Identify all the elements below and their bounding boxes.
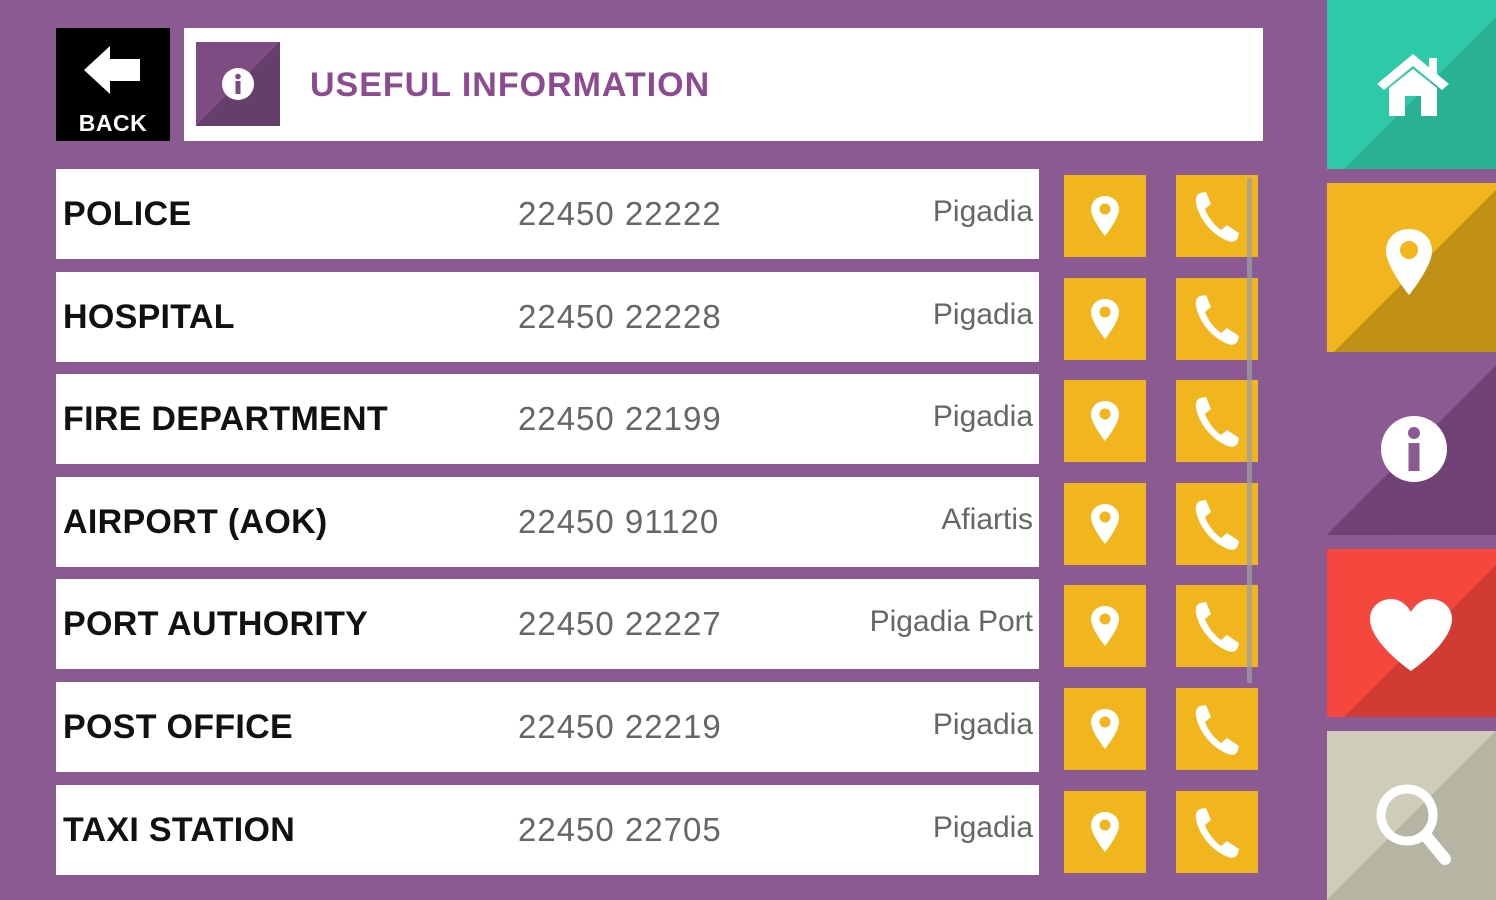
map-pin-icon [1091, 401, 1119, 442]
nav-info-button[interactable] [1327, 366, 1496, 535]
contact-location: Pigadia [932, 400, 1033, 434]
contact-name: HOSPITAL [63, 297, 235, 336]
contact-name: POLICE [63, 195, 192, 233]
phone-icon [1195, 499, 1239, 550]
phone-icon [1195, 807, 1239, 858]
contact-location: Pigadia [932, 810, 1033, 844]
back-label: BACK [78, 110, 148, 136]
show-on-map-button[interactable] [1064, 380, 1146, 463]
phone-icon [1195, 705, 1239, 755]
phone-icon [1195, 294, 1239, 345]
map-pin-icon [1091, 196, 1119, 236]
phone-icon [1195, 602, 1239, 653]
call-button[interactable] [1176, 175, 1258, 257]
contact-phone: 22450 22222 [518, 195, 722, 232]
contact-phone: 22450 22199 [518, 400, 722, 438]
home-icon [1377, 54, 1449, 116]
table-row[interactable]: POST OFFICE 22450 22219 Pigadia [56, 682, 1039, 772]
contact-phone: 22450 22219 [518, 708, 722, 745]
nav-map-button[interactable] [1327, 183, 1496, 352]
map-pin-icon [1091, 298, 1119, 339]
show-on-map-button[interactable] [1064, 585, 1146, 668]
arrow-left-icon [84, 46, 140, 94]
contact-name: TAXI STATION [63, 810, 296, 849]
search-icon [1376, 784, 1451, 865]
contact-location: Pigadia [932, 195, 1033, 228]
page-header: USEFUL INFORMATION [184, 28, 1263, 141]
back-button[interactable]: BACK [56, 28, 170, 141]
phone-icon [1195, 192, 1239, 242]
table-row[interactable]: PORT AUTHORITY 22450 22227 Pigadia Port [56, 579, 1039, 670]
nav-home-button[interactable] [1327, 0, 1496, 169]
show-on-map-button[interactable] [1064, 175, 1146, 257]
phone-icon [1195, 397, 1239, 447]
call-button[interactable] [1176, 277, 1258, 360]
contact-location: Pigadia Port [869, 605, 1033, 639]
contact-location: Pigadia [932, 297, 1033, 331]
scrollbar[interactable] [1247, 178, 1252, 683]
contact-phone: 22450 91120 [518, 502, 720, 540]
contact-location: Afiartis [941, 502, 1033, 536]
map-pin-icon [1386, 229, 1432, 295]
contact-name: POST OFFICE [63, 708, 293, 746]
call-button[interactable] [1176, 482, 1258, 565]
heart-icon [1370, 599, 1452, 671]
map-pin-icon [1091, 503, 1119, 544]
contact-name: AIRPORT (AOK) [63, 502, 328, 541]
show-on-map-button[interactable] [1064, 688, 1146, 770]
contact-phone: 22450 22228 [518, 297, 722, 335]
info-icon [1381, 416, 1447, 482]
show-on-map-button[interactable] [1064, 482, 1146, 565]
contact-location: Pigadia [932, 708, 1033, 741]
call-button[interactable] [1176, 585, 1258, 668]
map-pin-icon [1091, 606, 1119, 647]
map-pin-icon [1091, 811, 1119, 852]
table-row[interactable]: FIRE DEPARTMENT 22450 22199 Pigadia [56, 374, 1039, 465]
show-on-map-button[interactable] [1064, 790, 1146, 873]
map-pin-icon [1091, 709, 1119, 749]
call-button[interactable] [1176, 688, 1258, 770]
show-on-map-button[interactable] [1064, 277, 1146, 360]
call-button[interactable] [1176, 380, 1258, 463]
info-icon [222, 68, 254, 100]
contact-name: PORT AUTHORITY [63, 605, 369, 644]
page-title: USEFUL INFORMATION [310, 66, 711, 104]
table-row[interactable]: POLICE 22450 22222 Pigadia [56, 169, 1039, 259]
nav-search-button[interactable] [1327, 731, 1496, 900]
table-row[interactable]: TAXI STATION 22450 22705 Pigadia [56, 784, 1039, 875]
table-row[interactable]: AIRPORT (AOK) 22450 91120 Afiartis [56, 476, 1039, 567]
contact-name: FIRE DEPARTMENT [63, 400, 388, 439]
contact-phone: 22450 22227 [518, 605, 722, 643]
table-row[interactable]: HOSPITAL 22450 22228 Pigadia [56, 271, 1039, 362]
nav-favorites-button[interactable] [1327, 549, 1496, 717]
header-info-badge [196, 42, 280, 126]
contact-phone: 22450 22705 [518, 810, 722, 848]
call-button[interactable] [1176, 790, 1258, 873]
